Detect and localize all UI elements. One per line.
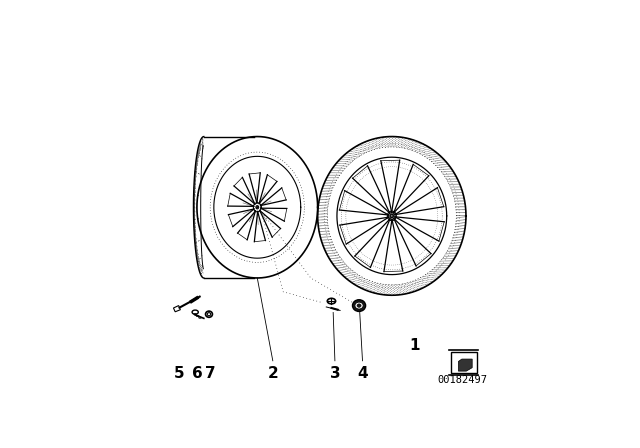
Ellipse shape <box>257 207 258 208</box>
Text: 5: 5 <box>173 366 184 381</box>
Text: 3: 3 <box>330 366 340 381</box>
Text: 1: 1 <box>409 338 419 353</box>
Bar <box>451 352 477 373</box>
Text: 7: 7 <box>205 366 215 381</box>
Polygon shape <box>458 359 472 371</box>
Text: 4: 4 <box>357 366 368 381</box>
Ellipse shape <box>357 304 361 307</box>
Ellipse shape <box>390 214 394 218</box>
Text: 6: 6 <box>191 366 202 381</box>
Text: 2: 2 <box>268 366 278 381</box>
Ellipse shape <box>353 300 365 311</box>
Text: 00182497: 00182497 <box>438 375 488 385</box>
Ellipse shape <box>391 215 393 217</box>
Ellipse shape <box>355 302 363 309</box>
